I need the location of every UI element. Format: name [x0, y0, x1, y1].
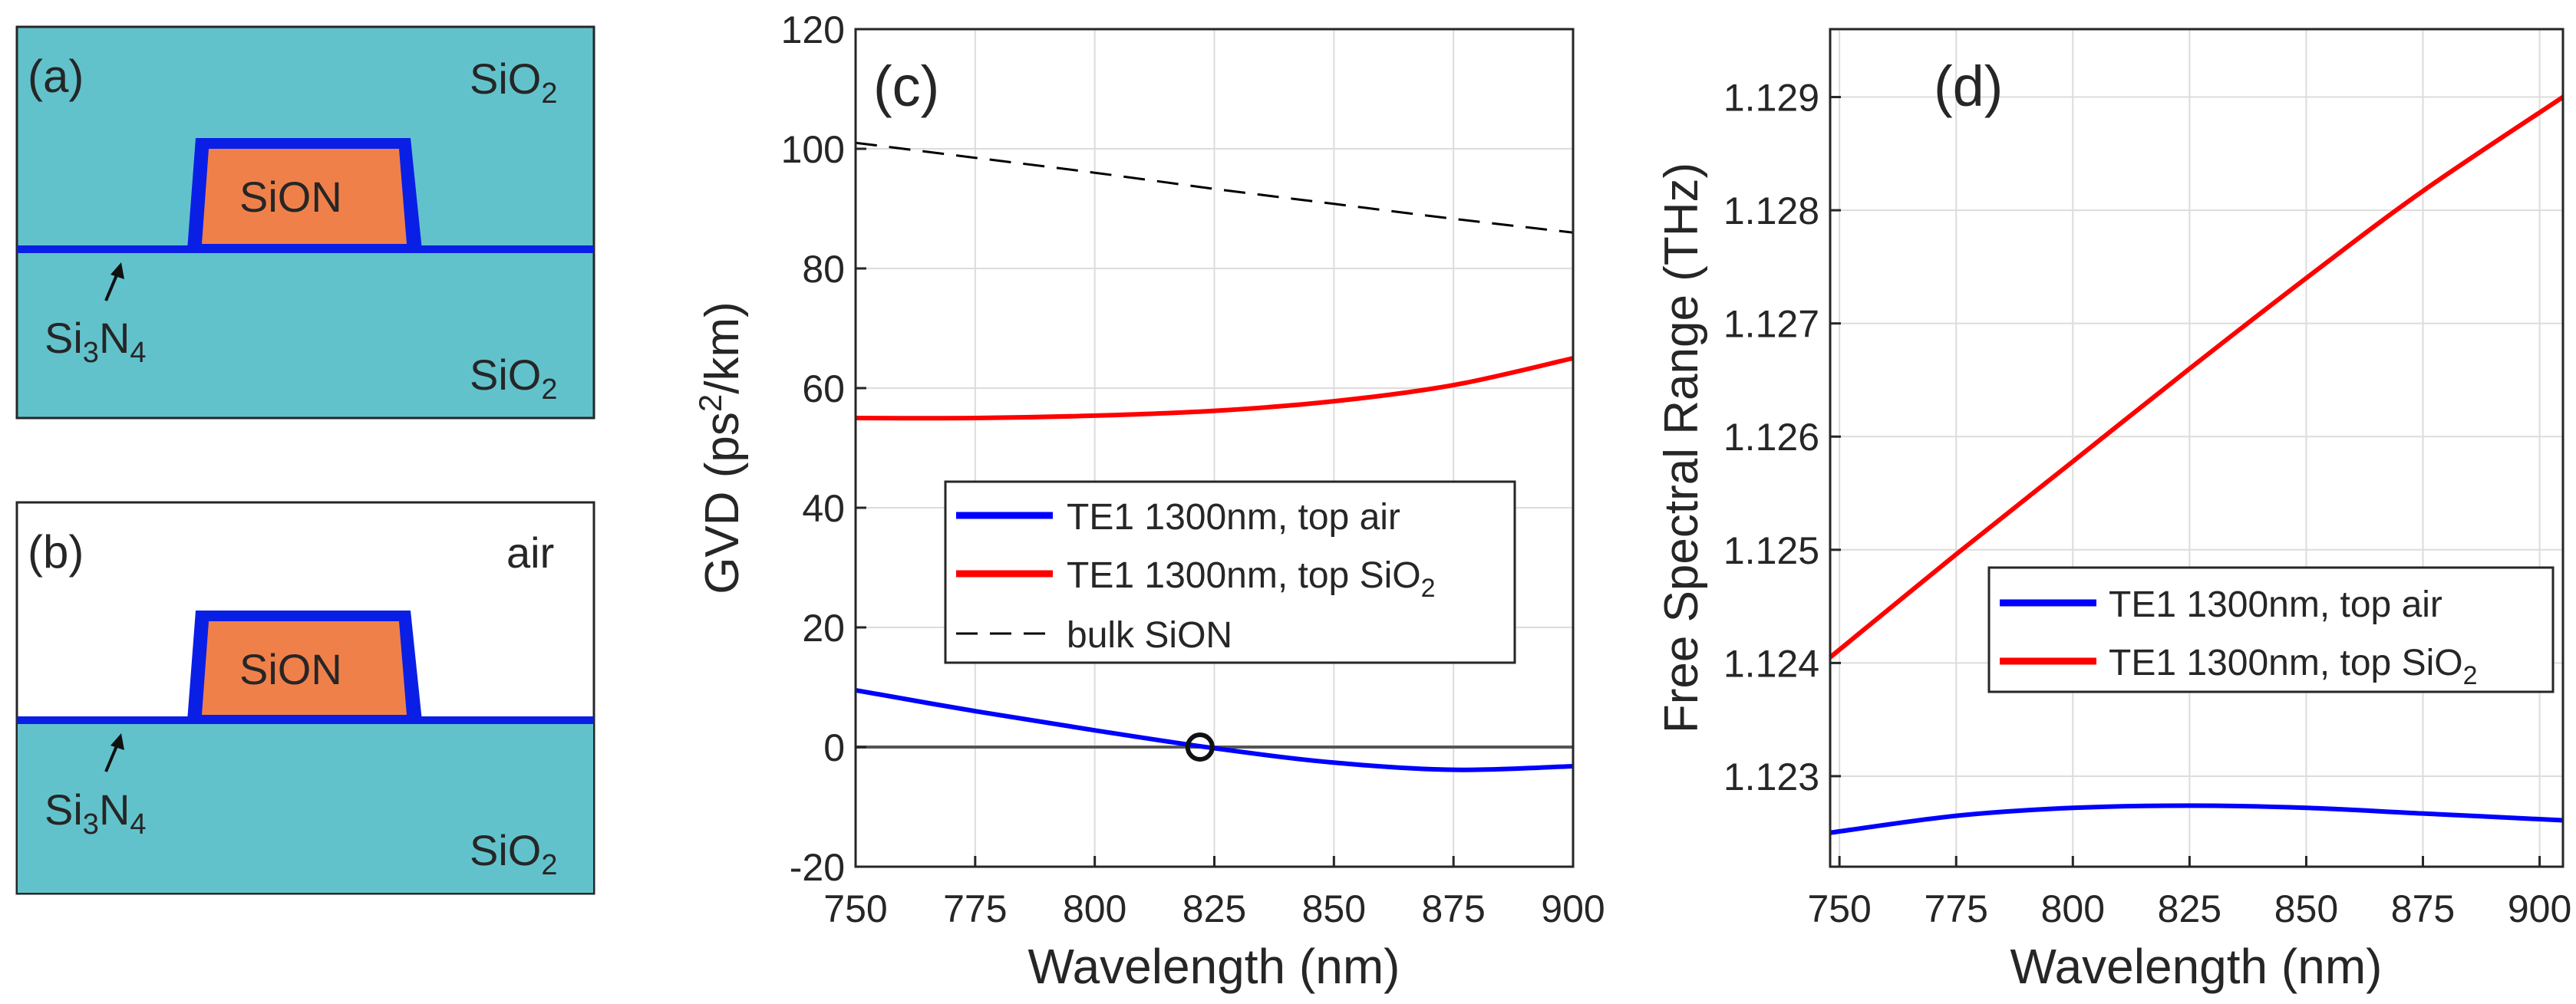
gvd-y-tick-label: 60: [802, 367, 845, 410]
gvd-y-tick-label: 100: [781, 128, 845, 171]
gvd-series-1: [855, 356, 1574, 421]
gvd-series-2: [855, 141, 1574, 234]
gvd-y-axis-label: GVD (ps2/km): [692, 301, 749, 594]
fsr-y-tick-label: 1.129: [1723, 77, 1819, 120]
gvd-x-tick-label: 900: [1541, 887, 1605, 930]
gvd-y-tick-label: -20: [790, 846, 845, 889]
gvd-legend-label-air: TE1 1300nm, top air: [1067, 497, 1400, 538]
panel-a-arrow: [104, 262, 124, 301]
fsr-x-tick-label: 800: [2041, 887, 2105, 930]
fsr-chart: 750 775 800 825 850 875 900 1.123 1.124 1.125 1.12…: [1655, 28, 2571, 994]
fsr-y-tick-label: 1.124: [1723, 642, 1819, 685]
panel-a-core-label: SiON: [239, 173, 342, 221]
gvd-x-tick-label: 775: [943, 887, 1007, 930]
gvd-x-tick-label: 850: [1302, 887, 1366, 930]
fsr-x-axis-label: Wavelength (nm): [2010, 939, 2383, 994]
fsr-y-tick-label: 1.128: [1723, 189, 1819, 232]
fsr-legend-label-sio2: TE1 1300nm, top SiO2: [2109, 643, 2478, 690]
gvd-y-tick-label: 80: [802, 248, 845, 291]
panel-b-top-cladding: air: [506, 528, 554, 577]
gvd-x-tick-label: 875: [1421, 887, 1485, 930]
fsr-x-tick-label: 875: [2391, 887, 2455, 930]
fsr-grid: [1830, 29, 2563, 867]
fsr-x-tick-label: 900: [2508, 887, 2571, 930]
gvd-x-tick-label: 750: [823, 887, 887, 930]
fsr-x-tick-label: 750: [1807, 887, 1871, 930]
fsr-series-0: [1829, 803, 2564, 835]
gvd-series: [855, 141, 1574, 772]
panel-a-nitride-label: Si3N4: [45, 314, 147, 369]
fsr-y-tick-label: 1.126: [1723, 416, 1819, 459]
panel-a-core: [202, 149, 407, 244]
panel-a: (a) SiO2 SiON Si3N4 SiO2: [15, 25, 595, 420]
gvd-legend-label-sio2: TE1 1300nm, top SiO2: [1067, 555, 1436, 603]
fsr-y-axis-label: Free Spectral Range (THz): [1655, 163, 1708, 733]
panel-a-label: (a): [28, 51, 84, 102]
gvd-y-tick-label: 20: [802, 607, 845, 650]
gvd-x-tick-label: 800: [1063, 887, 1126, 930]
fsr-series: [1829, 95, 2564, 835]
panel-b: (b) air SiON Si3N4 SiO2: [15, 501, 595, 895]
fsr-y-tick-label: 1.123: [1723, 755, 1819, 798]
fsr-legend: TE1 1300nm, top air TE1 1300nm, top SiO2: [1987, 566, 2555, 693]
gvd-y-tick-label: 0: [823, 726, 845, 769]
gvd-zero-crossing-marker: [1185, 732, 1215, 762]
fsr-y-tick-label: 1.125: [1723, 529, 1819, 572]
fsr-series-1: [1829, 95, 2564, 660]
fsr-x-tick-label: 825: [2158, 887, 2221, 930]
panel-b-nitride-label: Si3N4: [45, 785, 147, 841]
panel-a-top-cladding: SiO2: [470, 54, 558, 110]
gvd-y-tick-label: 40: [802, 487, 845, 530]
gvd-y-tick-label: 120: [781, 8, 845, 51]
fsr-tick-labels: 750 775 800 825 850 875 900 1.123 1.124 1.125 1.12…: [1723, 77, 2571, 930]
fsr-x-tick-label: 775: [1925, 887, 1988, 930]
gvd-tick-labels: 750 775 800 825 850 875 900 -20 0 20 40 60 80 100 120: [781, 8, 1605, 930]
panel-d-label: (d): [1934, 54, 2003, 118]
gvd-x-tick-label: 825: [1182, 887, 1246, 930]
fsr-legend-label-air: TE1 1300nm, top air: [2109, 584, 2442, 625]
fsr-x-tick-label: 850: [2274, 887, 2338, 930]
panel-b-core-label: SiON: [239, 645, 342, 693]
gvd-chart: 750 775 800 825 850 875 900-20020406080100120 …: [692, 8, 1605, 994]
panel-b-bottom-cladding: SiO2: [470, 826, 558, 881]
gvd-legend-label-bulk: bulk SiON: [1067, 615, 1232, 656]
fsr-y-tick-label: 1.127: [1723, 303, 1819, 346]
gvd-legend: TE1 1300nm, top air TE1 1300nm, top SiO2…: [944, 480, 1516, 664]
fsr-legend-box: [1987, 566, 2555, 693]
panel-c-label: (c): [873, 54, 939, 118]
panel-b-label: (b): [28, 526, 84, 578]
gvd-grid: [855, 28, 1574, 867]
gvd-x-axis-label: Wavelength (nm): [1028, 939, 1400, 994]
fsr-axes-box: [1829, 28, 2564, 868]
panel-b-arrow: [104, 733, 124, 772]
panel-b-core: [202, 621, 407, 715]
panel-a-bottom-cladding: SiO2: [470, 351, 558, 406]
